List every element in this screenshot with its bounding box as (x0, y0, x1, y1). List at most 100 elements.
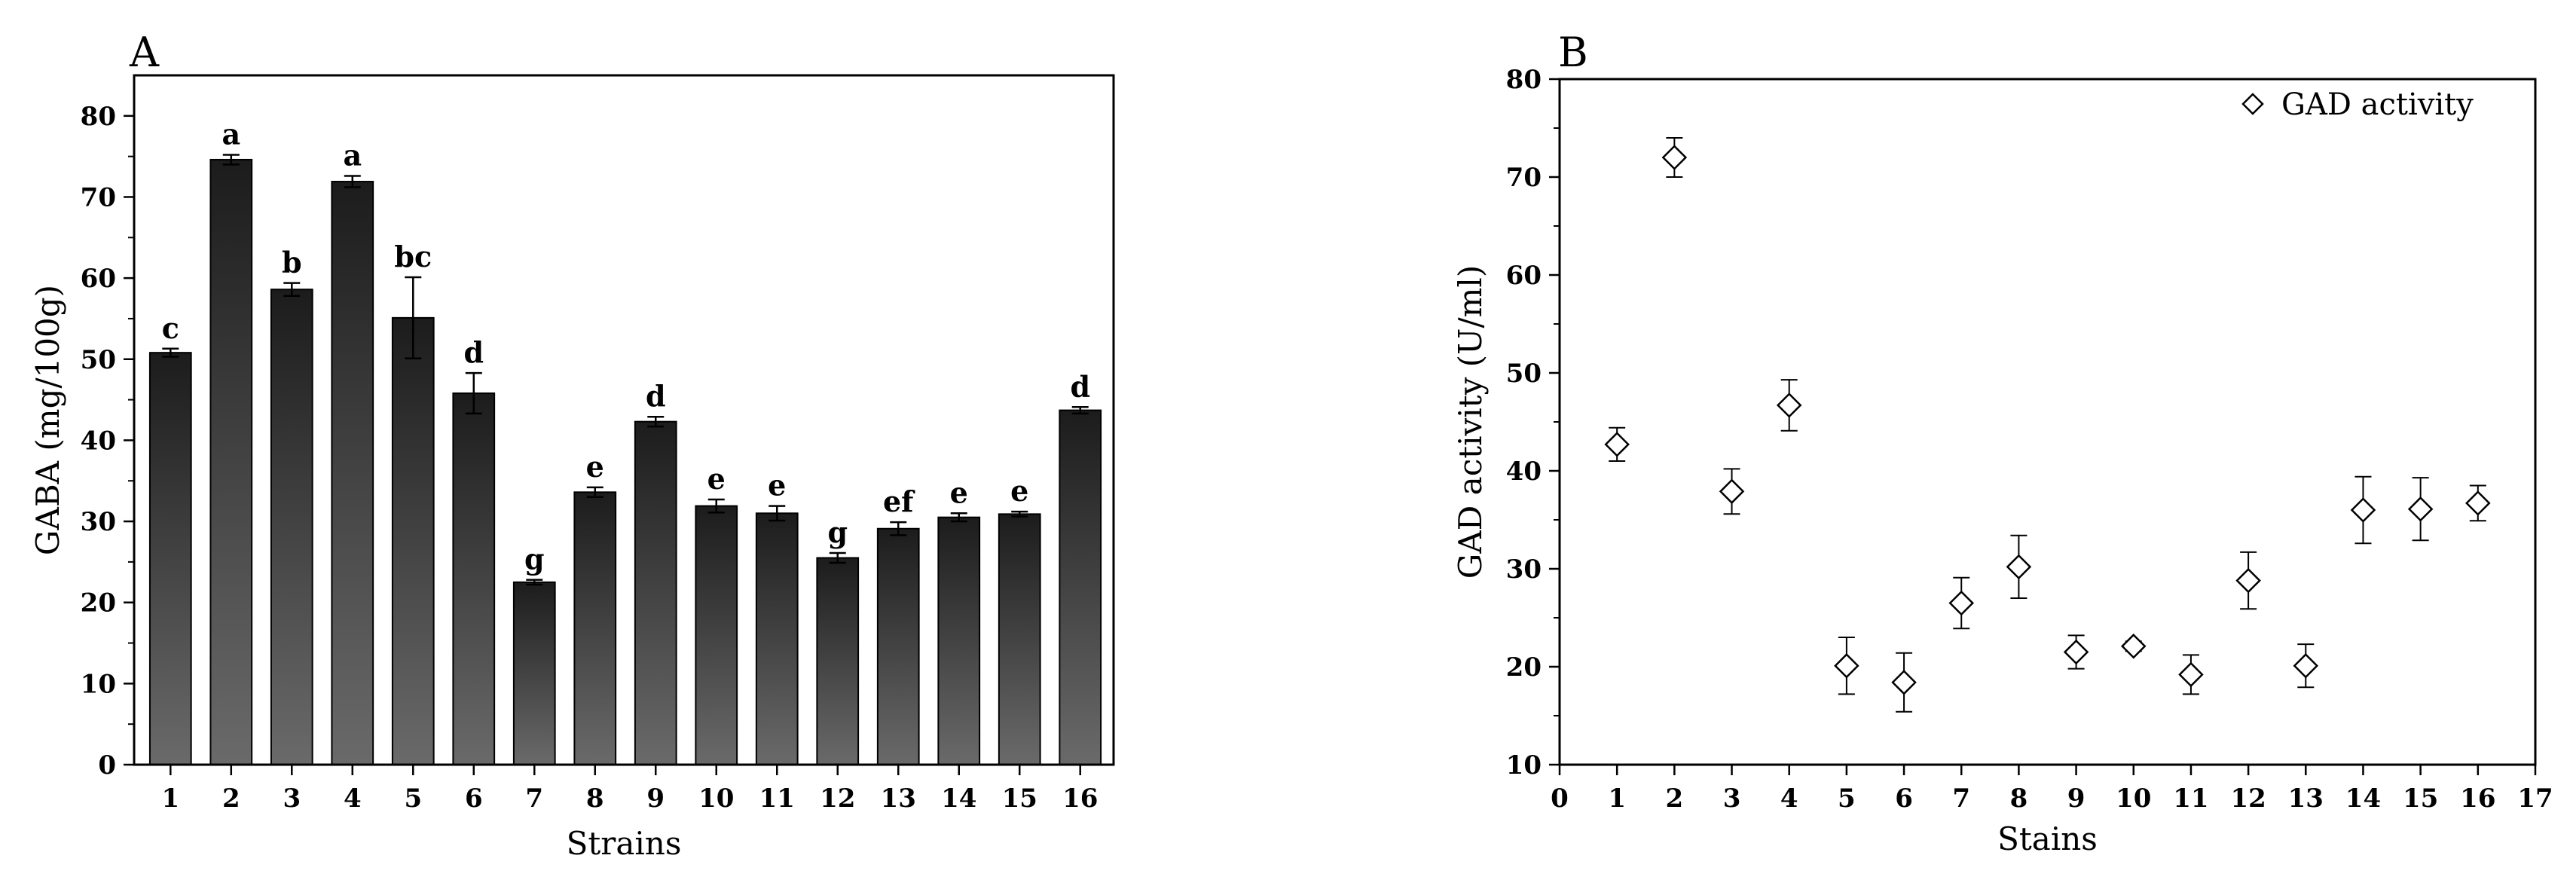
x-tick-label: 11 (2173, 784, 2208, 814)
bar-strain-12 (816, 557, 860, 765)
significance-label: c (162, 311, 179, 345)
x-tick-label: 14 (2345, 784, 2381, 814)
x-tick-label: 16 (2460, 784, 2495, 814)
x-tick-label: 6 (1895, 784, 1913, 814)
bar-strain-4 (331, 181, 374, 766)
y-tick-label: 60 (1506, 261, 1542, 291)
data-point-strain-10 (2120, 633, 2147, 659)
gad-scatter-chart-panel: B 0 1 2 3 4 5 6 7 8 9 10 11 12 13 14 15 16 17 10 20 30 40 50 60… (1432, 0, 2576, 888)
x-tick-label: 13 (2288, 784, 2324, 814)
significance-label: d (1070, 369, 1090, 403)
bar-strain-8 (573, 491, 617, 766)
data-point-strain-13 (2293, 652, 2319, 679)
data-point-strain-16 (2465, 490, 2491, 516)
y-tick-label: 70 (81, 182, 116, 212)
data-point-strain-5 (1834, 652, 1859, 679)
y-axis-title-b: GAD activity (U/ml) (1452, 265, 1489, 579)
point-group (1604, 137, 2491, 713)
significance-label: bc (394, 240, 432, 273)
x-tick-label: 5 (404, 784, 422, 814)
x-tick-label: 17 (2517, 784, 2553, 814)
y-tick-label: 70 (1506, 163, 1542, 193)
x-tick-label: 2 (1666, 784, 1684, 814)
panel-label-a: A (129, 29, 160, 76)
bar-strain-16 (1059, 409, 1102, 765)
y-tick-label: 10 (81, 669, 116, 699)
x-tick-label: 3 (1723, 784, 1741, 814)
x-tick-label: 8 (586, 784, 604, 814)
significance-label: e (586, 450, 604, 484)
y-tick-label: 50 (1506, 359, 1542, 389)
data-point-strain-15 (2407, 496, 2434, 522)
gaba-bar-chart-panel: A c a b a bc d g e d e e g ef e e d 1 2 3 4 5 6 7 8 9 10 11 12 13 14… (0, 0, 1130, 888)
x-tick-label: 10 (698, 784, 734, 814)
x-tick-label: 1 (161, 784, 179, 814)
significance-label: e (768, 469, 786, 503)
x-tick-label: 4 (344, 784, 362, 814)
panel-label-b: B (1558, 29, 1588, 76)
x-axis-title-a: Strains (567, 825, 682, 862)
bar-strain-15 (998, 513, 1041, 766)
bar-strain-3 (270, 289, 313, 765)
significance-label: b (282, 246, 302, 280)
x-tick-label: 12 (820, 784, 855, 814)
gad-scatter-chart: B 0 1 2 3 4 5 6 7 8 9 10 11 12 13 14 15 16 17102030405060… (1452, 29, 2553, 857)
significance-label: e (707, 462, 726, 496)
data-point-strain-3 (1719, 478, 1745, 505)
significance-label: d (463, 335, 484, 369)
x-tick-label: 2 (222, 784, 240, 814)
data-point-strain-11 (2178, 661, 2204, 688)
y-tick-label: 20 (81, 588, 116, 619)
x-tick-label: 10 (2116, 784, 2151, 814)
legend-marker-diamond (2241, 93, 2264, 115)
x-tick-label: 11 (759, 784, 795, 814)
bar-group: c a b a bc d g e d e e g ef e e d (148, 117, 1102, 766)
significance-label: a (343, 138, 362, 172)
bar-strain-11 (755, 512, 799, 765)
y-tick-label: 30 (1506, 554, 1542, 585)
x-tick-label: 6 (465, 784, 483, 814)
bar-strain-7 (512, 581, 556, 766)
y-tick-label: 20 (1506, 652, 1542, 683)
y-tick-label: 80 (1506, 65, 1542, 95)
y-tick-label: 50 (81, 345, 116, 375)
data-point-strain-9 (2063, 639, 2089, 665)
x-tick-label: 14 (941, 784, 976, 814)
x-tick-label: 16 (1062, 784, 1098, 814)
x-tick-label: 0 (1551, 784, 1569, 814)
data-point-strain-12 (2235, 567, 2261, 594)
data-point-strain-2 (1661, 145, 1688, 170)
y-tick-label: 60 (81, 264, 116, 294)
bar-strain-10 (695, 505, 738, 765)
bar-strain-2 (209, 158, 253, 765)
plot-frame-a (133, 74, 1115, 766)
y-tick-label: 80 (81, 102, 116, 132)
y-tick-label: 40 (81, 426, 116, 456)
y-tick-label: 0 (98, 750, 116, 780)
x-tick-label: 15 (2403, 784, 2438, 814)
significance-label: g (524, 542, 545, 576)
bar-strain-9 (634, 420, 677, 765)
y-tick-label: 40 (1506, 457, 1542, 487)
y-tick-label: 30 (81, 507, 116, 537)
x-tick-label: 9 (646, 784, 665, 814)
significance-label: d (646, 379, 666, 413)
plot-frame-b (1558, 78, 2537, 766)
y-tick-label: 10 (1506, 750, 1542, 780)
x-tick-label: 12 (2230, 784, 2266, 814)
significance-label: ef (883, 484, 915, 518)
data-point-strain-8 (2006, 554, 2032, 580)
x-tick-label: 3 (283, 784, 301, 814)
data-point-strain-7 (1948, 590, 1975, 616)
bar-strain-13 (876, 527, 920, 765)
x-tick-label: 8 (2010, 784, 2028, 814)
legend-label: GAD activity (2281, 87, 2474, 122)
legend-b: GAD activity (2241, 87, 2474, 122)
axes-b: 0 1 2 3 4 5 6 7 8 9 10 11 12 13 14 15 16 1710203040506070… (1506, 65, 2553, 814)
bar-strain-5 (391, 316, 435, 766)
x-tick-label: 5 (1838, 784, 1856, 814)
data-point-strain-1 (1604, 432, 1630, 457)
x-tick-label: 7 (525, 784, 543, 814)
